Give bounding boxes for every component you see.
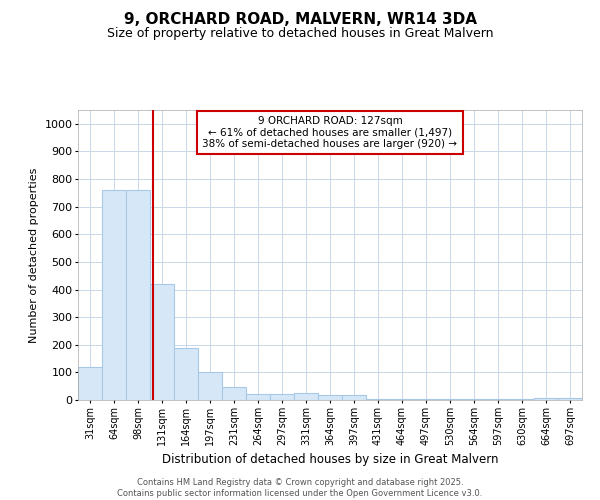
Bar <box>222 387 246 400</box>
Text: Contains HM Land Registry data © Crown copyright and database right 2025.
Contai: Contains HM Land Registry data © Crown c… <box>118 478 482 498</box>
Bar <box>102 190 126 400</box>
Bar <box>390 398 414 400</box>
Bar <box>510 398 534 400</box>
Bar <box>414 398 438 400</box>
Bar <box>150 284 174 400</box>
Bar <box>174 348 198 400</box>
Bar <box>318 396 342 400</box>
Bar <box>558 398 582 400</box>
Bar <box>438 398 462 400</box>
Bar <box>462 398 486 400</box>
Bar <box>270 394 294 400</box>
Bar <box>294 393 318 400</box>
Bar <box>126 190 150 400</box>
Text: 9, ORCHARD ROAD, MALVERN, WR14 3DA: 9, ORCHARD ROAD, MALVERN, WR14 3DA <box>124 12 476 28</box>
Y-axis label: Number of detached properties: Number of detached properties <box>29 168 39 342</box>
Bar <box>486 398 510 400</box>
Text: Size of property relative to detached houses in Great Malvern: Size of property relative to detached ho… <box>107 28 493 40</box>
X-axis label: Distribution of detached houses by size in Great Malvern: Distribution of detached houses by size … <box>162 454 498 466</box>
Bar <box>534 398 558 400</box>
Text: 9 ORCHARD ROAD: 127sqm
← 61% of detached houses are smaller (1,497)
38% of semi-: 9 ORCHARD ROAD: 127sqm ← 61% of detached… <box>203 116 458 149</box>
Bar <box>78 367 102 400</box>
Bar <box>342 395 366 400</box>
Bar <box>246 394 270 400</box>
Bar <box>366 398 390 400</box>
Bar <box>198 372 222 400</box>
